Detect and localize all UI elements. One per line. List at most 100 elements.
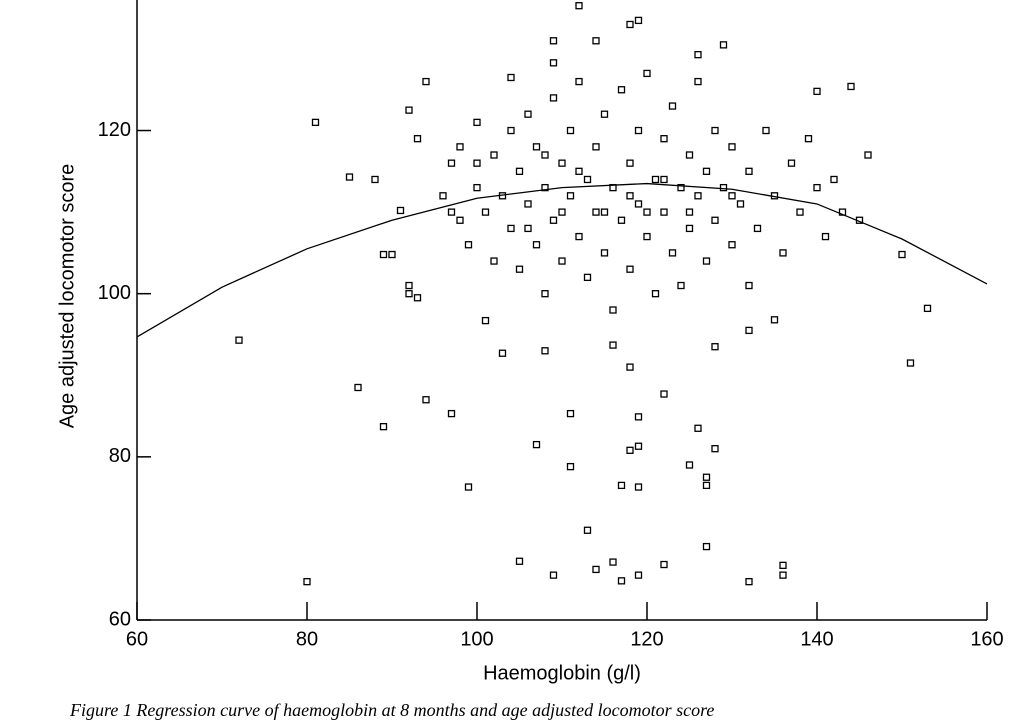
point [745,167,753,175]
point [558,208,566,216]
point [779,561,787,569]
point [847,82,855,91]
point [473,183,481,192]
point [821,232,830,241]
point [762,126,770,135]
point [379,423,388,431]
point [685,151,694,159]
point [626,265,634,273]
point [804,135,813,143]
point [549,59,558,67]
y-tick-label: 120 [98,119,131,141]
regression-curve [136,182,988,338]
point [532,241,541,249]
point [541,183,549,192]
point [660,135,668,143]
point [575,77,583,86]
point [617,86,626,94]
y-axis-label: Age adjusted locomotor score [56,164,78,429]
point [481,316,490,325]
y-tick-label: 80 [109,445,131,467]
point [481,208,490,216]
point [566,192,575,200]
point [354,383,362,392]
point [685,224,694,233]
point [830,175,838,184]
point [609,306,617,314]
point [575,232,583,241]
point [566,409,575,418]
point [583,273,592,282]
point [456,216,464,224]
y-tick-label: 100 [98,282,131,304]
point [643,208,651,216]
point [379,250,388,259]
point [524,200,532,208]
point [711,126,719,135]
point [558,257,566,265]
x-axis-label: Haemoglobin (g/l) [483,662,641,684]
point [651,175,660,184]
point [719,183,728,192]
x-tick-label: 140 [800,628,833,650]
point [660,560,668,569]
point [600,110,609,118]
point [643,69,651,78]
point [541,151,549,159]
point [711,445,719,453]
point [473,159,481,167]
point [575,2,583,10]
point [515,557,524,565]
point [923,304,932,313]
point [660,390,668,398]
point [736,200,745,208]
point [388,250,396,259]
point [617,481,626,490]
point [626,20,634,29]
point [405,106,413,114]
point [235,336,243,344]
point [745,281,753,290]
point [413,135,422,143]
point [575,167,583,175]
point [600,249,609,257]
point [745,578,753,586]
point [617,216,626,224]
point [770,316,779,324]
point [422,77,430,86]
point [813,183,821,192]
x-tick-label: 100 [460,628,493,650]
point [660,208,668,216]
point [702,481,711,490]
point [464,483,473,491]
point [634,483,643,491]
point [626,159,634,167]
point [473,118,481,127]
point [677,183,685,192]
point [507,224,515,233]
point [660,175,668,184]
point [685,461,694,469]
point [685,208,694,216]
point [634,413,643,421]
point [677,281,685,290]
point [864,151,872,159]
point [813,87,821,96]
point [728,241,736,249]
point [626,192,634,200]
point [532,143,541,151]
point [447,159,456,167]
point [609,558,617,566]
point [303,578,311,586]
point [626,363,634,371]
point [745,326,753,335]
point [541,290,549,298]
point [345,173,354,181]
point [634,200,643,208]
point [498,349,507,357]
point [566,126,575,135]
point [668,249,677,257]
point [702,473,711,481]
point [702,542,711,551]
point [728,192,736,200]
